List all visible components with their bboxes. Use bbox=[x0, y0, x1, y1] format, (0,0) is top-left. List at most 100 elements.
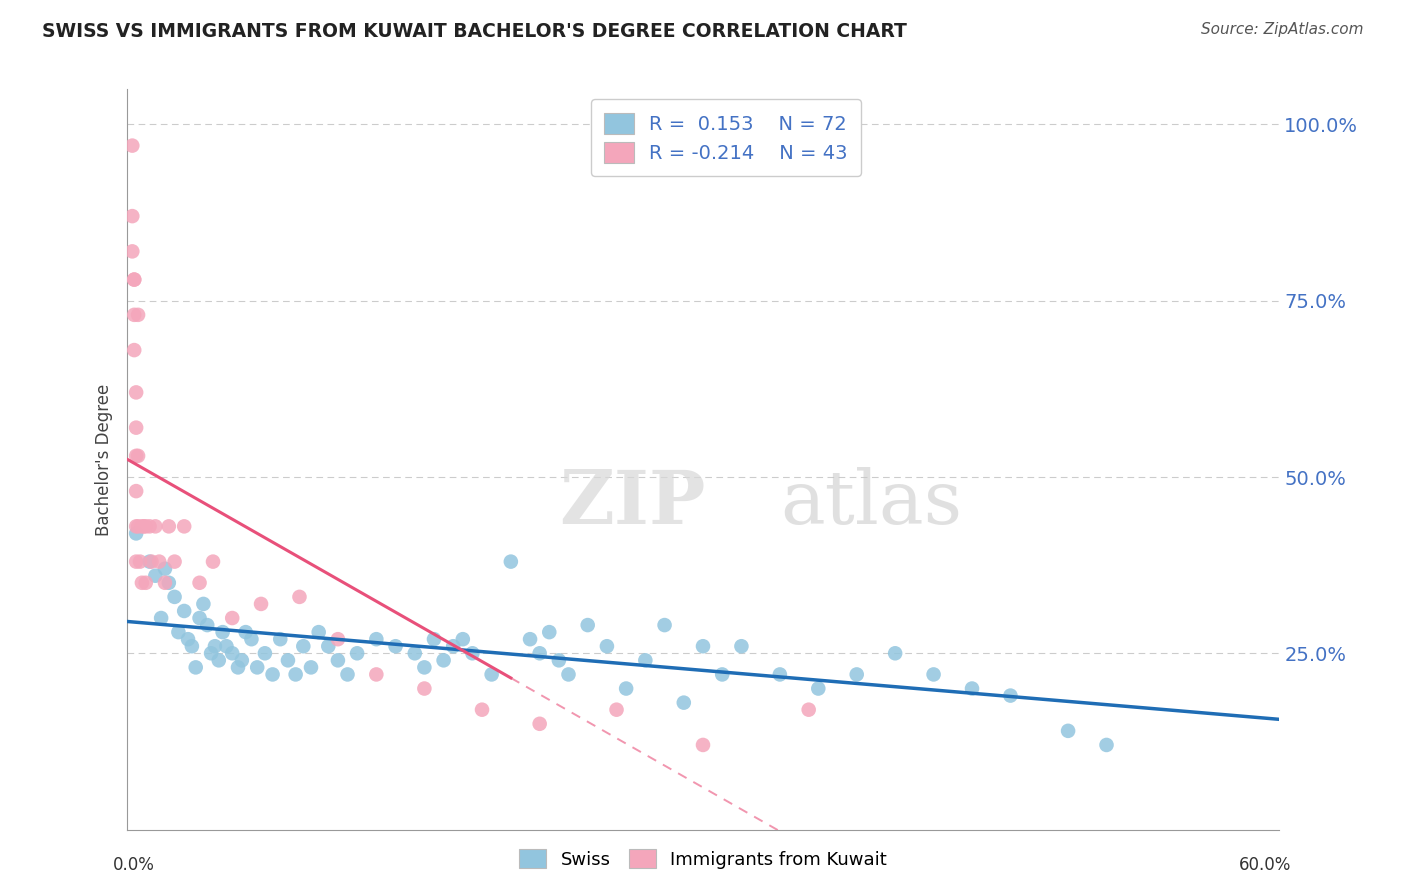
Point bbox=[180, 639, 202, 653]
Point bbox=[326, 653, 349, 667]
Point bbox=[366, 632, 388, 647]
Point bbox=[529, 646, 551, 660]
Point bbox=[634, 653, 657, 667]
Point bbox=[193, 597, 215, 611]
Point bbox=[606, 703, 628, 717]
Point bbox=[922, 667, 945, 681]
Point bbox=[121, 244, 143, 259]
Point bbox=[215, 639, 238, 653]
Point bbox=[308, 625, 330, 640]
Point bbox=[121, 138, 143, 153]
Point bbox=[127, 308, 149, 322]
Point bbox=[1095, 738, 1118, 752]
Point bbox=[246, 660, 269, 674]
Point bbox=[145, 519, 166, 533]
Point bbox=[277, 653, 299, 667]
Text: 60.0%: 60.0% bbox=[1239, 856, 1292, 874]
Legend: R =  0.153    N = 72, R = -0.214    N = 43: R = 0.153 N = 72, R = -0.214 N = 43 bbox=[591, 99, 862, 177]
Point bbox=[423, 632, 446, 647]
Point bbox=[730, 639, 752, 653]
Point bbox=[125, 555, 148, 569]
Text: Source: ZipAtlas.com: Source: ZipAtlas.com bbox=[1201, 22, 1364, 37]
Point bbox=[413, 681, 436, 696]
Point bbox=[326, 632, 349, 647]
Y-axis label: Bachelor's Degree: Bachelor's Degree bbox=[96, 384, 114, 535]
Point bbox=[200, 646, 222, 660]
Point bbox=[235, 625, 257, 640]
Point bbox=[157, 575, 180, 590]
Point bbox=[299, 660, 322, 674]
Point bbox=[204, 639, 226, 653]
Point bbox=[122, 308, 145, 322]
Point bbox=[127, 449, 149, 463]
Point bbox=[163, 590, 186, 604]
Point bbox=[138, 555, 160, 569]
Point bbox=[131, 519, 153, 533]
Point bbox=[366, 667, 388, 681]
Point bbox=[173, 519, 195, 533]
Point bbox=[538, 625, 561, 640]
Point bbox=[184, 660, 207, 674]
Point bbox=[960, 681, 983, 696]
Point bbox=[148, 555, 170, 569]
Point bbox=[769, 667, 792, 681]
Point bbox=[269, 632, 291, 647]
Text: ZIP: ZIP bbox=[560, 467, 706, 541]
Point bbox=[451, 632, 474, 647]
Point bbox=[1057, 723, 1080, 738]
Point bbox=[692, 639, 714, 653]
Point bbox=[336, 667, 359, 681]
Point bbox=[807, 681, 830, 696]
Point bbox=[318, 639, 340, 653]
Point bbox=[131, 575, 153, 590]
Point bbox=[654, 618, 676, 632]
Point bbox=[481, 667, 503, 681]
Point bbox=[240, 632, 263, 647]
Point bbox=[122, 272, 145, 286]
Point bbox=[519, 632, 541, 647]
Point bbox=[548, 653, 571, 667]
Point bbox=[292, 639, 315, 653]
Point bbox=[284, 667, 307, 681]
Point bbox=[135, 519, 157, 533]
Point bbox=[384, 639, 406, 653]
Point bbox=[188, 611, 211, 625]
Point bbox=[121, 209, 143, 223]
Point bbox=[692, 738, 714, 752]
Point bbox=[163, 555, 186, 569]
Point bbox=[441, 639, 464, 653]
Point bbox=[125, 484, 148, 499]
Point bbox=[433, 653, 456, 667]
Point bbox=[145, 568, 166, 582]
Point bbox=[221, 646, 243, 660]
Point bbox=[141, 555, 163, 569]
Point bbox=[471, 703, 494, 717]
Point bbox=[173, 604, 195, 618]
Point bbox=[188, 575, 211, 590]
Point bbox=[797, 703, 820, 717]
Point bbox=[211, 625, 233, 640]
Text: 0.0%: 0.0% bbox=[112, 856, 155, 874]
Point bbox=[153, 575, 176, 590]
Point bbox=[135, 575, 157, 590]
Point bbox=[138, 519, 160, 533]
Point bbox=[404, 646, 426, 660]
Point bbox=[231, 653, 253, 667]
Point bbox=[262, 667, 284, 681]
Point bbox=[288, 590, 311, 604]
Point bbox=[461, 646, 484, 660]
Point bbox=[221, 611, 243, 625]
Point bbox=[346, 646, 368, 660]
Point bbox=[226, 660, 249, 674]
Point bbox=[250, 597, 273, 611]
Point bbox=[122, 343, 145, 357]
Point bbox=[202, 555, 225, 569]
Point bbox=[557, 667, 579, 681]
Legend: Swiss, Immigrants from Kuwait: Swiss, Immigrants from Kuwait bbox=[512, 842, 894, 876]
Point bbox=[845, 667, 868, 681]
Point bbox=[195, 618, 218, 632]
Point bbox=[596, 639, 619, 653]
Point bbox=[711, 667, 734, 681]
Point bbox=[208, 653, 231, 667]
Point bbox=[125, 449, 148, 463]
